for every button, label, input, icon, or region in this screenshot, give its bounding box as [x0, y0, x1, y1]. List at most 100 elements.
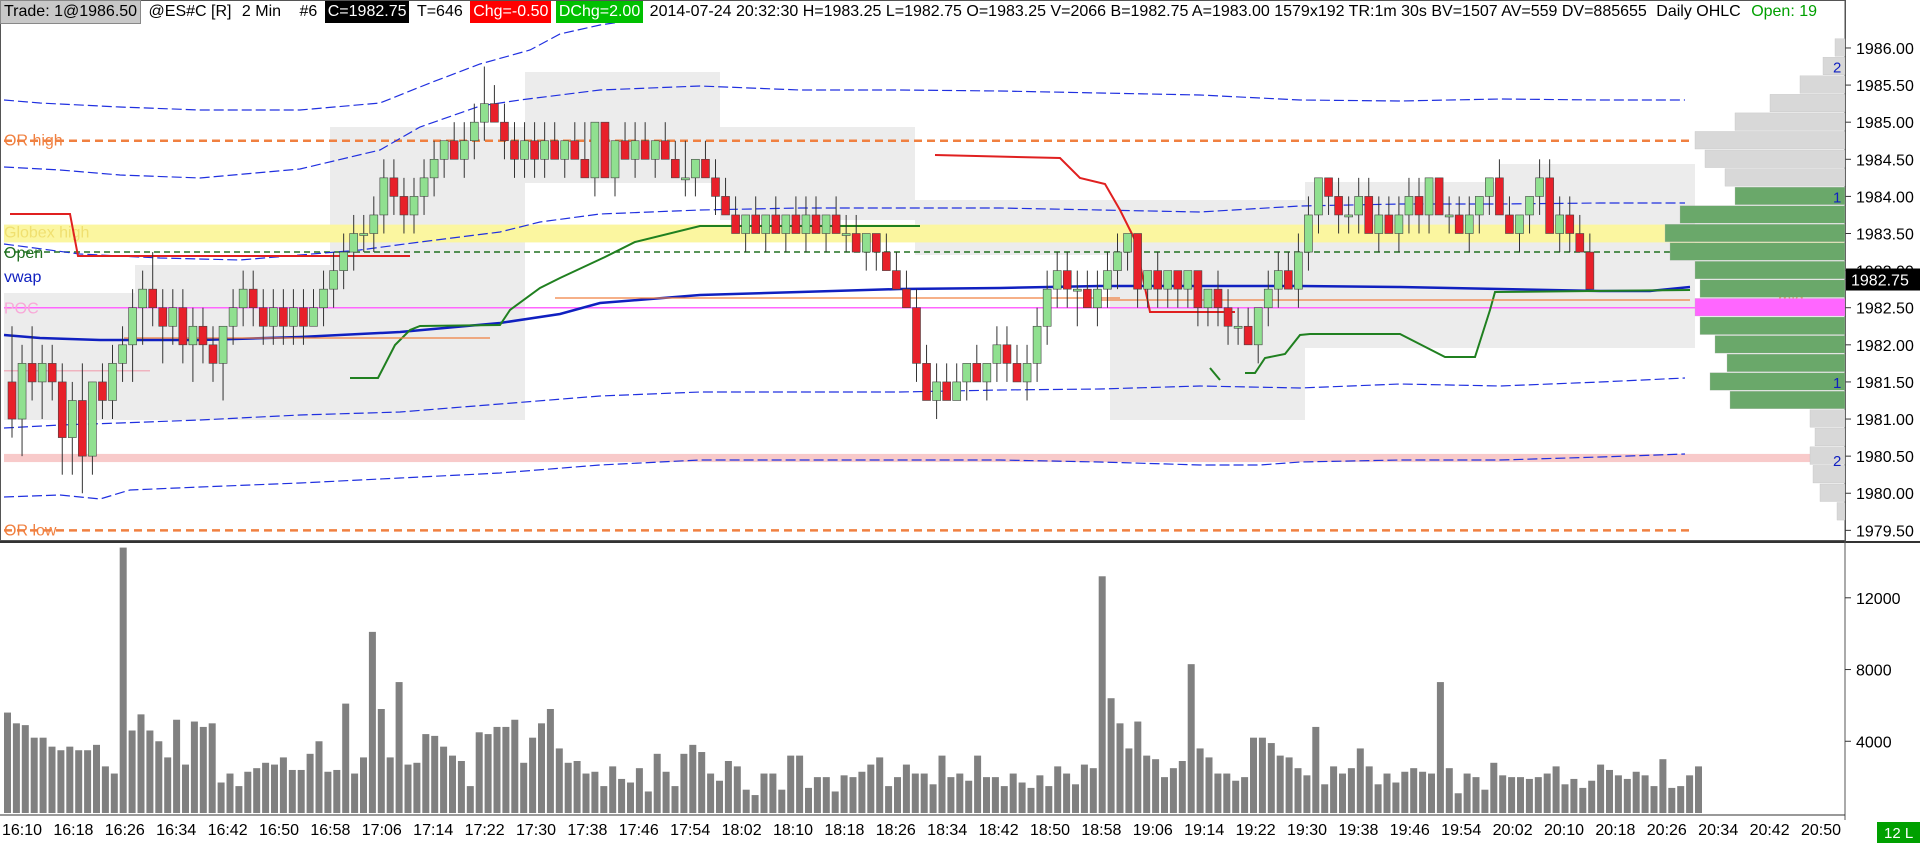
candle-body [178, 307, 188, 346]
candle-body [47, 363, 57, 383]
candle-body [1093, 288, 1102, 309]
candle-body [681, 177, 690, 181]
volume-bar [199, 726, 207, 813]
time-tick-label: 17:46 [619, 822, 659, 839]
profile-number: 2 [1833, 60, 1841, 77]
candle-body [932, 381, 941, 401]
candle-body [540, 140, 549, 160]
volume-bar [39, 737, 47, 813]
time-tick-label: 19:38 [1338, 822, 1378, 839]
time-tick-label: 17:38 [567, 822, 607, 839]
volume-bar [217, 782, 225, 813]
time-tick-label: 18:10 [773, 822, 813, 839]
volume-bar [858, 771, 866, 813]
candle-body [851, 233, 861, 253]
profile-bar [1834, 38, 1846, 57]
header-chart-number: #6 [299, 3, 318, 20]
volume-bar [1196, 748, 1204, 813]
volume-bar [1000, 786, 1008, 813]
candle-body [158, 307, 168, 327]
time-tick-label: 19:46 [1390, 822, 1430, 839]
profile-bar [1709, 372, 1846, 391]
last-price-label: 1982.75 [1851, 273, 1909, 290]
header-symbol[interactable]: Trade: 1@1986.50 [0, 0, 142, 24]
candle-body [650, 140, 660, 160]
profile-bar [1729, 391, 1846, 409]
volume-bar [146, 730, 154, 813]
time-tick-label: 18:50 [1030, 822, 1070, 839]
time-tick-label: 18:58 [1081, 822, 1121, 839]
header-interval[interactable]: 2 Min [241, 3, 282, 20]
volume-bar [1677, 786, 1685, 813]
time-tick-label: 18:02 [722, 822, 762, 839]
profile-bar [1814, 428, 1846, 447]
volume-bar [1454, 793, 1462, 813]
candle-body [1495, 177, 1504, 216]
bottom-badge-box [1877, 822, 1920, 843]
candle-body [1183, 270, 1193, 290]
candle-body [369, 214, 379, 234]
profile-number: 1 [1833, 375, 1841, 392]
candle-body [1324, 177, 1333, 197]
candle-body [1002, 344, 1012, 364]
profile-bar [1812, 465, 1846, 484]
volume-bar [1686, 775, 1694, 813]
profile-bar [1819, 483, 1846, 502]
volume-bar [297, 769, 305, 813]
volume-bar [582, 773, 590, 813]
candle-body [319, 288, 328, 309]
candle-body [670, 158, 680, 179]
volume-bar [457, 760, 465, 813]
candle-body [761, 214, 771, 234]
candle-body [7, 381, 17, 420]
candle-body [339, 251, 348, 271]
volume-bar [12, 723, 20, 813]
candle-body [37, 363, 47, 383]
volume-bar [1063, 773, 1071, 813]
price-tick-label: 1985.50 [1856, 78, 1914, 95]
globex-high-label: Globex high [4, 225, 89, 242]
volume-bar [1641, 775, 1649, 813]
candle-body [379, 177, 389, 216]
volume-bar [1330, 766, 1338, 813]
volume-bar [1561, 784, 1569, 813]
candle-body [1284, 270, 1293, 290]
volume-bar [271, 764, 278, 813]
volume-bar [235, 786, 243, 813]
volume-bar [965, 780, 973, 813]
volume-bar [1223, 773, 1231, 813]
header-change: Chg=-0.50 [470, 1, 552, 23]
candle-body [1073, 288, 1082, 292]
candle-body [349, 233, 359, 253]
candles-layer[interactable] [7, 66, 1595, 494]
profile-bar [1769, 94, 1846, 113]
volume-bar [342, 703, 350, 813]
candle-body [1133, 233, 1142, 290]
candle-body [57, 381, 67, 438]
candle-body [1454, 214, 1464, 234]
candle-body [882, 251, 891, 271]
candle-body [660, 140, 670, 160]
profile-bar [1799, 75, 1846, 94]
time-tick-label: 16:10 [2, 822, 42, 839]
volume-bar [493, 726, 501, 813]
candle-body [228, 307, 238, 327]
volume-bar [894, 777, 901, 813]
candle-body [751, 214, 761, 234]
volume-bar [1517, 777, 1524, 813]
volume-tick-label: 4000 [1856, 734, 1892, 751]
volume-bar [1445, 768, 1453, 813]
profile-bar [1694, 261, 1846, 280]
volume-bar [689, 744, 697, 813]
volume-bar [1410, 768, 1418, 813]
band-upper-2 [3, 85, 1685, 179]
volume-bar [1695, 766, 1702, 813]
volume-bar [733, 766, 741, 813]
candle-body [1505, 214, 1514, 234]
volume-tick-label: 12000 [1856, 591, 1901, 608]
price-tick-label: 1981.50 [1856, 375, 1914, 392]
volume-bar [466, 786, 474, 813]
profile-number: 2 [1833, 453, 1841, 470]
candle-body [962, 363, 972, 383]
